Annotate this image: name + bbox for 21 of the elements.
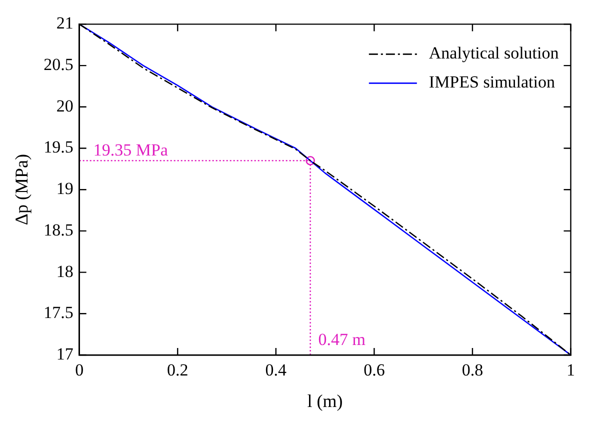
x-tick-label: 0.4 — [265, 360, 288, 380]
y-tick-label: 20.5 — [44, 55, 74, 74]
y-axis-title: Δp (MPa) — [12, 154, 32, 226]
x-tick-label: 0 — [75, 360, 84, 380]
y-tick-label: 19.5 — [44, 138, 74, 157]
x-tick-label: 0.8 — [462, 360, 484, 380]
x-axis-title: l (m) — [307, 390, 343, 411]
x-tick-label: 0.2 — [167, 360, 188, 380]
ref-line-label: 0.47 m — [318, 330, 366, 349]
y-tick-label: 18.5 — [44, 220, 74, 240]
y-tick-label: 17.5 — [44, 303, 74, 322]
y-tick-label: 19 — [56, 179, 74, 198]
y-tick-label: 17 — [56, 344, 74, 364]
y-tick-label: 18 — [56, 262, 74, 281]
legend-label: Analytical solution — [428, 44, 560, 63]
x-tick-label: 0.6 — [364, 360, 385, 380]
legend-label: IMPES simulation — [428, 72, 556, 92]
ref-line-label: 19.35 MPa — [93, 140, 168, 160]
x-tick-label: 1 — [566, 360, 575, 380]
y-tick-label: 20 — [56, 96, 74, 116]
y-tick-label: 21 — [56, 14, 74, 33]
